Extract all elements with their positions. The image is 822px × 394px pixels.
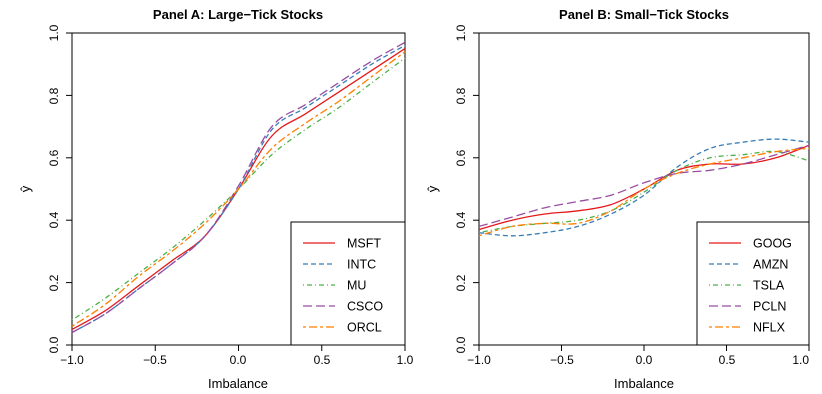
x-tick-label: −1.0 xyxy=(467,353,491,367)
x-tick-label: −0.5 xyxy=(143,353,167,367)
y-tick-label: 1.0 xyxy=(454,24,468,41)
panel-a-series xyxy=(71,41,406,334)
panel-b-x-axis: −1.0 −0.5 0.0 0.5 1.0 xyxy=(467,353,809,367)
legend-label: NFLX xyxy=(753,321,786,335)
series-line-tsla xyxy=(478,150,810,234)
panel-a-legend: MSFT INTC MU CSCO ORCL xyxy=(290,221,406,346)
panel-a-y-axis: 0.0 0.2 0.4 0.6 0.8 1.0 xyxy=(47,24,61,353)
panel-a-x-axis-label: Imbalance xyxy=(208,376,268,391)
panel-a-x-axis: −1.0 −0.5 0.0 0.5 1.0 xyxy=(60,353,414,367)
y-tick-label: 0.0 xyxy=(47,336,61,353)
x-tick-label: 0.5 xyxy=(719,353,736,367)
series-line-amzn xyxy=(478,138,810,237)
series-line-goog xyxy=(478,144,810,231)
panel-b-y-axis-label: ŷ xyxy=(425,185,440,192)
panel-a: Panel A: Large−Tick Stocks −1.0 −0.5 0.0… xyxy=(18,7,414,391)
x-tick-label: 0.0 xyxy=(636,353,653,367)
legend-label: AMZN xyxy=(753,258,788,272)
panel-b-legend: GOOG AMZN TSLA PCLN NFLX xyxy=(696,221,810,346)
panel-a-y-axis-label: ŷ xyxy=(18,185,33,192)
panel-a-title: Panel A: Large−Tick Stocks xyxy=(153,7,323,22)
legend-label: PCLN xyxy=(753,300,786,314)
x-tick-label: −1.0 xyxy=(60,353,84,367)
x-tick-label: 1.0 xyxy=(792,353,809,367)
legend-label: CSCO xyxy=(347,300,383,314)
x-tick-label: 1.0 xyxy=(397,353,414,367)
panel-b: Panel B: Small−Tick Stocks −1.0 −0.5 0.0… xyxy=(425,7,810,391)
y-tick-label: 0.8 xyxy=(454,87,468,104)
series-line-orcl xyxy=(71,51,406,327)
legend-label: GOOG xyxy=(753,237,792,251)
x-tick-label: 0.5 xyxy=(314,353,331,367)
series-line-csco xyxy=(71,41,406,334)
panel-b-y-axis: 0.0 0.2 0.4 0.6 0.8 1.0 xyxy=(454,24,468,353)
legend-label: TSLA xyxy=(753,279,785,293)
legend-label: MU xyxy=(347,279,366,293)
legend-label: ORCL xyxy=(347,321,382,335)
panel-b-series xyxy=(478,138,810,237)
panel-b-title: Panel B: Small−Tick Stocks xyxy=(559,7,729,22)
y-tick-label: 0.6 xyxy=(47,149,61,166)
y-tick-label: 0.6 xyxy=(454,149,468,166)
y-tick-label: 0.4 xyxy=(454,211,468,228)
series-line-nflx xyxy=(478,147,810,237)
legend-label: MSFT xyxy=(347,237,381,251)
y-tick-label: 0.2 xyxy=(47,274,61,291)
panel-b-x-axis-label: Imbalance xyxy=(614,376,674,391)
y-tick-label: 0.8 xyxy=(47,87,61,104)
y-tick-label: 0.2 xyxy=(454,274,468,291)
x-tick-label: −0.5 xyxy=(550,353,574,367)
y-tick-label: 0.0 xyxy=(454,336,468,353)
y-tick-label: 1.0 xyxy=(47,24,61,41)
series-line-pcln xyxy=(478,144,810,228)
legend-label: INTC xyxy=(347,258,376,272)
y-tick-label: 0.4 xyxy=(47,211,61,228)
x-tick-label: 0.0 xyxy=(230,353,247,367)
